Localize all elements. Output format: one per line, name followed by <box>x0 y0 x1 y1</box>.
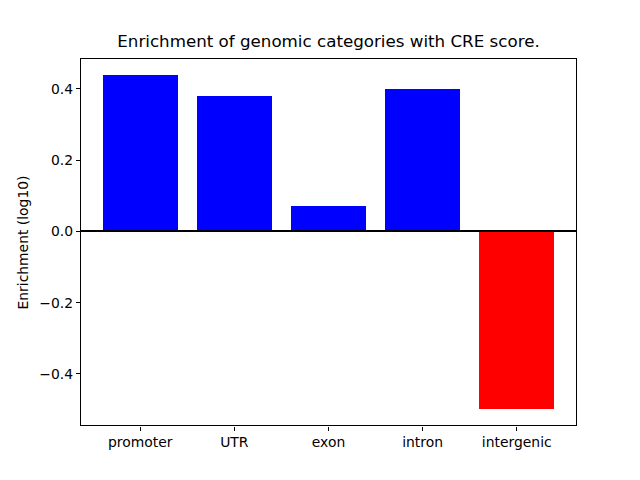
x-tick-intron <box>422 427 423 431</box>
x-tick-promoter <box>140 427 141 431</box>
x-tick-label-intron: intron <box>376 434 470 450</box>
y-tick-label-−0.4: −0.4 <box>29 366 73 382</box>
zero-line <box>80 230 577 232</box>
bar-promoter <box>103 75 178 232</box>
y-tick-0.4 <box>76 88 80 89</box>
x-tick-label-UTR: UTR <box>187 434 281 450</box>
x-tick-intergenic <box>516 427 517 431</box>
bar-UTR <box>197 96 272 231</box>
y-tick-−0.2 <box>76 302 80 303</box>
x-tick-exon <box>328 427 329 431</box>
y-axis-label: Enrichment (log10) <box>15 143 32 343</box>
bar-intron <box>385 89 460 231</box>
y-tick-0.0 <box>76 231 80 232</box>
chart-title: Enrichment of genomic categories with CR… <box>80 31 577 51</box>
x-tick-UTR <box>234 427 235 431</box>
y-tick-−0.4 <box>76 373 80 374</box>
y-tick-label-−0.2: −0.2 <box>29 295 73 311</box>
y-tick-0.2 <box>76 160 80 161</box>
bar-intergenic <box>479 231 554 409</box>
y-tick-label-0.2: 0.2 <box>29 152 73 168</box>
bar-exon <box>291 206 366 231</box>
x-tick-label-exon: exon <box>282 434 376 450</box>
x-tick-label-promoter: promoter <box>93 434 187 450</box>
figure-canvas: Enrichment of genomic categories with CR… <box>0 0 640 480</box>
y-tick-label-0.4: 0.4 <box>29 81 73 97</box>
x-tick-label-intergenic: intergenic <box>470 434 564 450</box>
y-tick-label-0.0: 0.0 <box>29 223 73 239</box>
